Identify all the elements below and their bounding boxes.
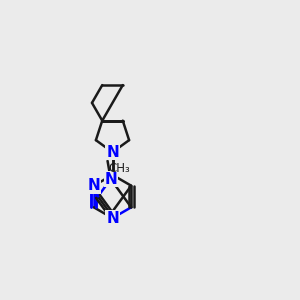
Text: N: N (106, 145, 119, 160)
Text: N: N (106, 211, 119, 226)
Text: N: N (87, 178, 100, 193)
Text: CH₃: CH₃ (108, 162, 130, 176)
Text: N: N (104, 172, 117, 187)
